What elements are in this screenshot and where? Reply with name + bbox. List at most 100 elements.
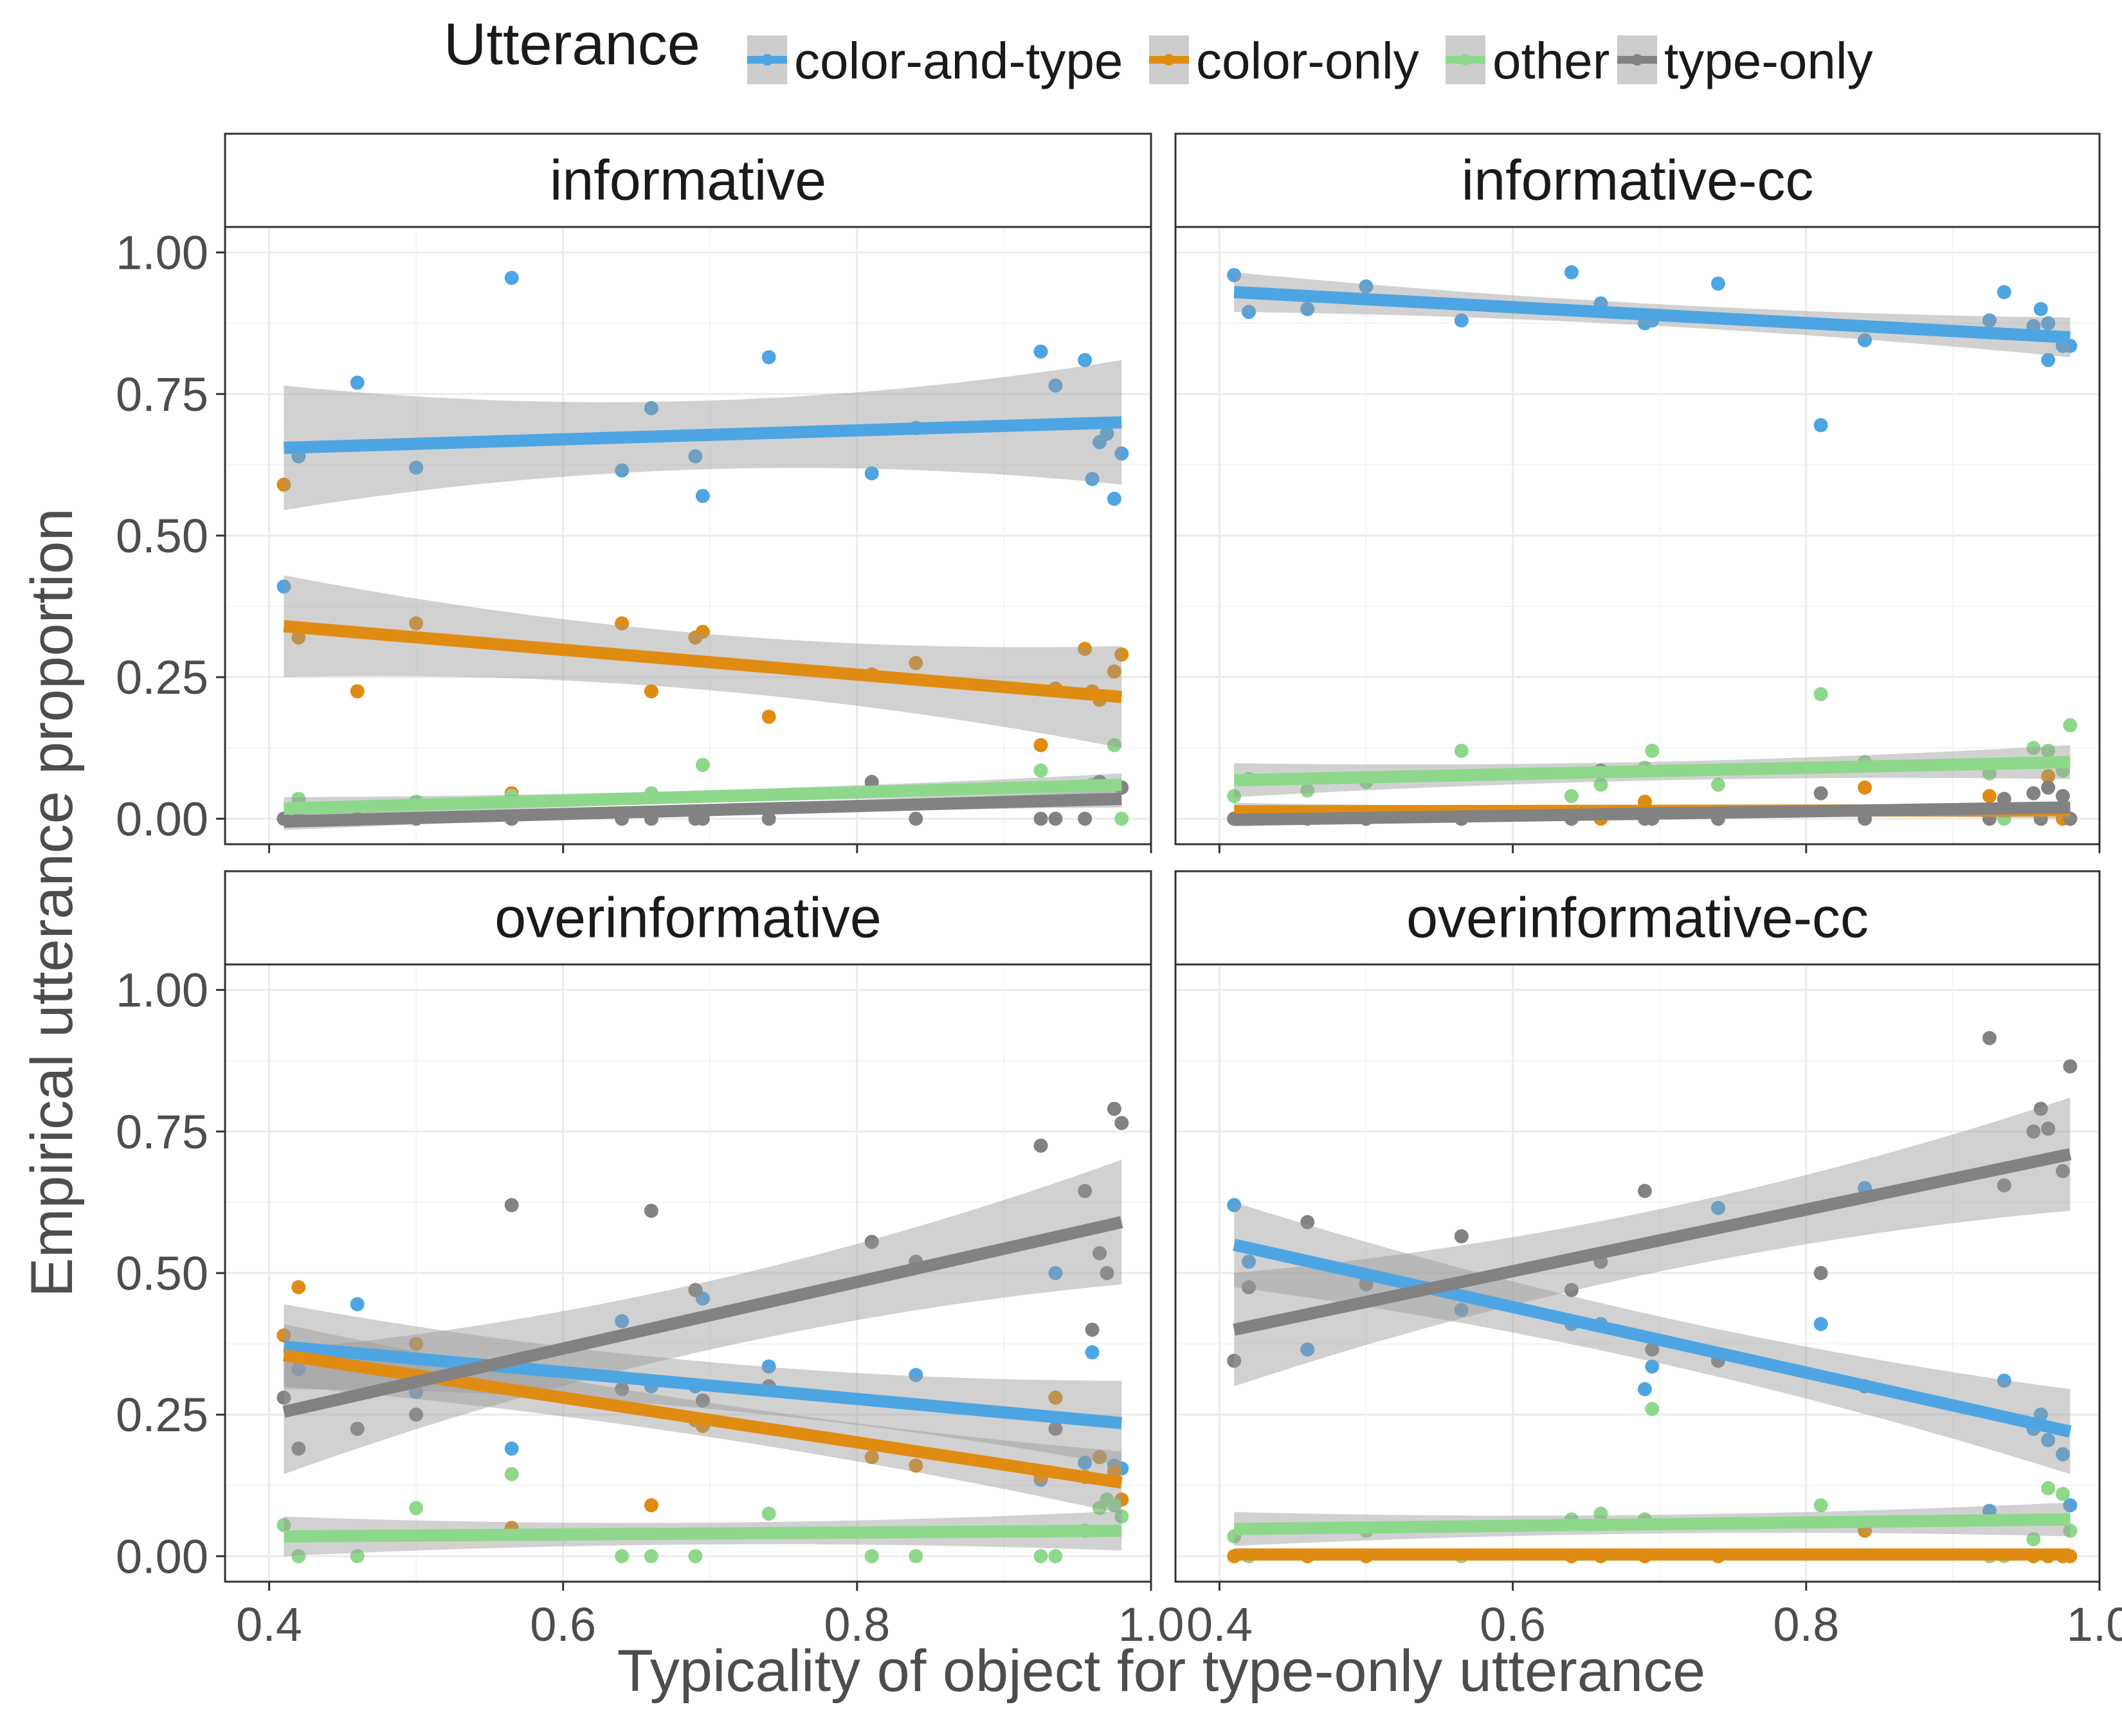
panel-border (1174, 226, 2101, 845)
x-axis-ticks (268, 844, 1152, 853)
data-point (1085, 471, 1100, 486)
facet-strip (1174, 132, 2101, 228)
data-point (615, 1549, 630, 1564)
data-point (2055, 789, 2070, 804)
data-point (2041, 1481, 2056, 1496)
data-point (409, 616, 424, 631)
legend-label-other: other (1492, 32, 1610, 89)
legend-label-type-only: type-only (1664, 32, 1873, 89)
data-point (1227, 789, 1242, 804)
data-point (2033, 1101, 2048, 1116)
data-point (2041, 769, 2056, 784)
legend-item-color-only: color-only (1149, 32, 1419, 89)
data-point (644, 401, 658, 415)
legend-label-color-and-type: color-and-type (794, 32, 1123, 89)
legend: Utterance color-and-type color-only other t… (444, 12, 1873, 89)
y-tick-label: 0.25 (116, 1388, 208, 1442)
data-point (688, 1549, 703, 1564)
fit-line-type-only (282, 1216, 1123, 1418)
data-point (2026, 741, 2041, 755)
data-point (1085, 1323, 1100, 1337)
data-point (615, 463, 630, 478)
data-point (644, 684, 658, 699)
data-point (761, 811, 776, 826)
data-point (1078, 1456, 1093, 1470)
data-point (2041, 780, 2056, 795)
fit-line-type-only (1233, 1148, 2072, 1336)
data-point (2063, 718, 2078, 733)
x-axis: 0.4 0.6 0.8 1.0 (236, 1582, 1184, 1651)
data-point (1645, 1359, 1660, 1374)
legend-key-point (1631, 54, 1643, 66)
fit-line-color-only (283, 620, 1123, 703)
y-tick-label: 0.75 (116, 1105, 208, 1159)
x-axis-ticks (1218, 844, 2101, 853)
data-point (291, 1362, 306, 1377)
data-point (1114, 1116, 1129, 1130)
data-point (1227, 267, 1242, 282)
fit-line-other (1234, 755, 2071, 786)
x-axis: 0.4 0.6 0.8 1.0 (1186, 1582, 2122, 1651)
data-point (1813, 1317, 1828, 1332)
fit-line-color-and-type (284, 416, 1122, 454)
legend-item-other: other (1446, 32, 1610, 89)
data-point (2041, 352, 2056, 367)
data-point (1078, 352, 1093, 367)
data-point (1093, 1450, 1107, 1465)
legend-item-type-only: type-only (1617, 32, 1873, 89)
data-point (1813, 1266, 1828, 1280)
facet-strip-label: informative-cc (1462, 149, 1814, 212)
data-point (1997, 285, 2011, 300)
data-point (1107, 491, 1121, 506)
data-point (1813, 418, 1828, 433)
data-point (1033, 1138, 1048, 1153)
data-point (504, 1467, 519, 1481)
fit-line-other (284, 1524, 1122, 1543)
data-point (1085, 1345, 1100, 1360)
data-point (2026, 1532, 2041, 1546)
data-point (1300, 302, 1315, 316)
y-tick-label: 1.00 (116, 226, 208, 280)
fit-line-other (284, 779, 1122, 815)
data-point (1048, 1422, 1063, 1436)
x-tick-label: 1.0 (1118, 1598, 1184, 1651)
data-point (1997, 1178, 2011, 1193)
data-point (2055, 1447, 2070, 1461)
data-point (2026, 1124, 2041, 1139)
data-point (350, 375, 365, 390)
data-point (1300, 1215, 1315, 1229)
facet-panel-informative-cc: informative-cc (1174, 132, 2101, 853)
data-point (350, 1422, 365, 1436)
y-axis: 0.00 0.25 0.50 0.75 1.00 (116, 964, 225, 1583)
data-point (1710, 1200, 1725, 1215)
facet-panel-informative: informative 0.00 0.25 0.50 0.75 1.00 (116, 132, 1152, 853)
data-point (1300, 1342, 1315, 1357)
panel-data (1227, 265, 2078, 826)
series-points-type-only (277, 1101, 1129, 1456)
y-axis: 0.00 0.25 0.50 0.75 1.00 (116, 226, 225, 845)
data-point (1710, 777, 1725, 792)
data-point (2041, 743, 2056, 758)
data-point (504, 271, 519, 285)
panel-data (277, 271, 1129, 830)
data-point (291, 630, 306, 645)
data-point (1637, 1382, 1652, 1397)
gridlines (225, 964, 1152, 1582)
fit-line-color-and-type (1233, 285, 2071, 344)
data-point (615, 616, 630, 631)
fit-line-color-and-type (1233, 1238, 2072, 1438)
data-point (864, 1234, 879, 1249)
data-point (644, 1549, 658, 1564)
data-point (864, 466, 879, 481)
gridlines (225, 227, 1152, 844)
facet-strip (1174, 870, 2101, 966)
legend-key-point (1460, 54, 1471, 66)
facet-strip-label: overinformative (494, 886, 882, 950)
data-point (644, 1204, 658, 1218)
data-point (1242, 305, 1256, 320)
data-point (409, 460, 424, 475)
data-point (277, 1390, 291, 1405)
panel-data (277, 1101, 1129, 1564)
y-axis-title: Empirical utterance proportion (19, 508, 85, 1297)
